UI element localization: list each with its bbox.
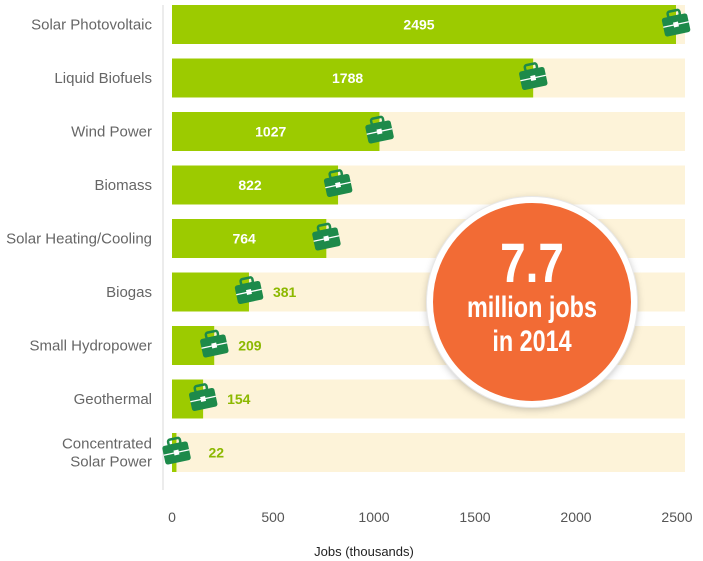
x-tick-label: 1500 [459, 509, 490, 525]
category-label: Small Hydropower [29, 338, 152, 355]
briefcase-icon [234, 276, 264, 305]
briefcase-icon [323, 169, 353, 198]
badge-line-1: million jobs [466, 291, 597, 324]
badge-total: 7.7 [500, 231, 564, 294]
bar-track [172, 379, 685, 419]
x-tick-label: 500 [261, 509, 285, 525]
value-label: 764 [232, 231, 256, 247]
briefcase-icon [188, 383, 218, 412]
category-label: Biogas [106, 284, 152, 301]
value-label: 22 [208, 445, 224, 461]
briefcase-icon [519, 62, 548, 91]
briefcase-icon [661, 8, 691, 37]
value-label: 822 [238, 177, 262, 193]
category-label: Liquid Biofuels [54, 70, 152, 87]
category-label: Wind Power [71, 124, 152, 141]
briefcase-icon [365, 115, 394, 144]
bar [172, 165, 339, 205]
category-label: Biomass [94, 177, 152, 194]
value-label: 154 [227, 391, 251, 407]
bar [172, 219, 327, 258]
bar [172, 5, 676, 44]
value-label: 1788 [332, 70, 363, 86]
category-label: Solar Heating/Cooling [6, 231, 152, 248]
category-label: Geothermal [74, 391, 152, 408]
briefcase-icon [200, 329, 229, 358]
value-label: 209 [238, 338, 262, 354]
category-label: Concentrated Solar Power [62, 436, 152, 471]
badge-line-2: in 2014 [492, 325, 572, 358]
bar [172, 112, 380, 151]
total-jobs-badge: 7.7 million jobs in 2014 [427, 197, 637, 407]
bar-track [172, 433, 685, 472]
value-label: 1027 [255, 124, 286, 140]
x-tick-label: 2000 [560, 509, 591, 525]
value-label: 381 [273, 284, 297, 300]
category-label: Solar Photovoltaic [31, 17, 152, 34]
x-tick-label: 2500 [661, 509, 692, 525]
x-tick-label: 1000 [358, 509, 389, 525]
bar [172, 58, 534, 98]
x-tick-label: 0 [168, 509, 176, 525]
x-axis-label: Jobs (thousands) [314, 544, 414, 559]
value-label: 2495 [403, 17, 434, 33]
briefcase-icon [312, 222, 341, 251]
briefcase-icon [162, 436, 191, 465]
